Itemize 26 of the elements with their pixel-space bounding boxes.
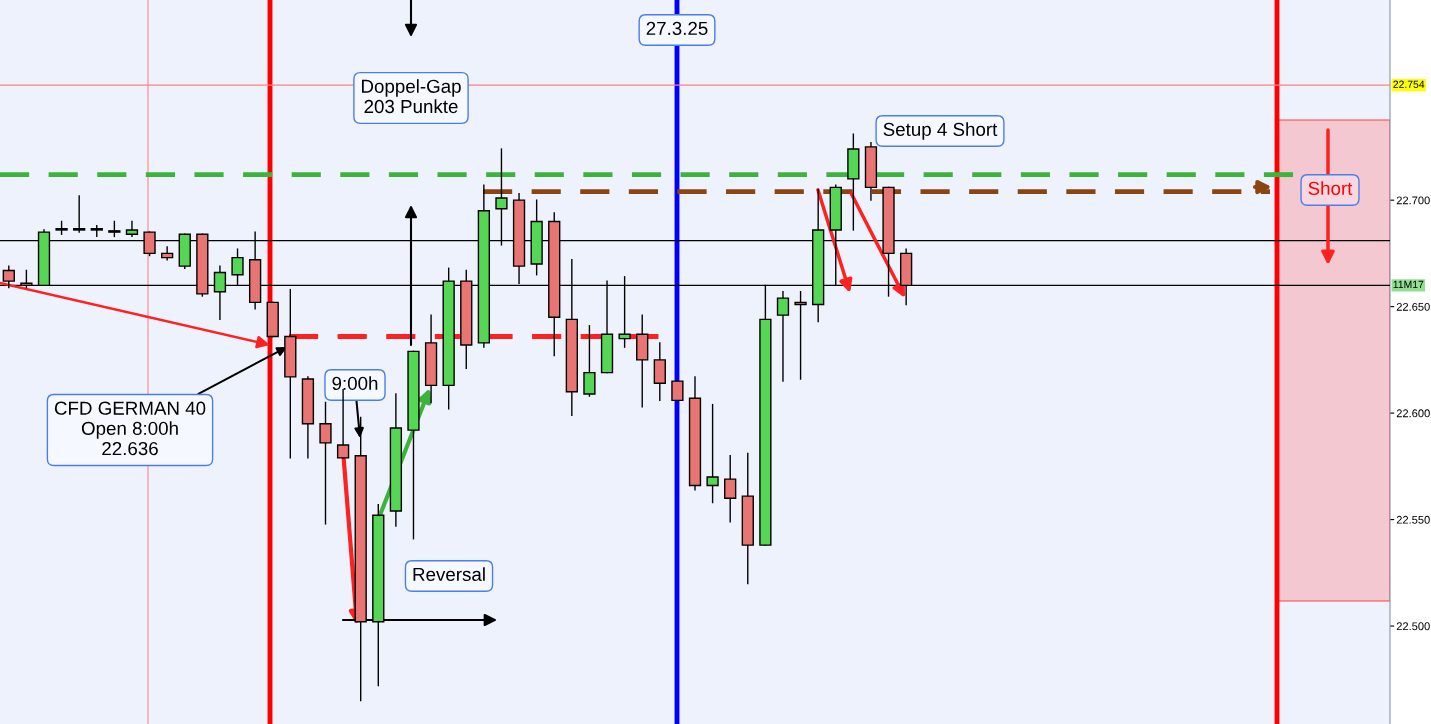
y-tick-label: 22.600 [1396,409,1430,418]
candlestick [336,388,350,459]
ref-line-label: 11M17 [1393,280,1424,289]
annotation: CFD GERMAN 40 Open 8:00h 22.636 [54,401,206,456]
candlestick [776,291,790,382]
candlestick [319,401,332,525]
annotation: Reversal [413,567,485,582]
y-tick-label: 22.650 [1396,302,1430,311]
annotation: 9:00h [332,376,378,391]
candlestick [125,220,139,238]
candlestick [794,291,807,380]
ref-line-label: 22.754 [1393,80,1425,88]
candlestick [706,403,719,504]
y-tick-label: 22.500 [1396,622,1430,631]
y-tick-label: 22.700 [1396,196,1430,205]
candlestick [73,195,86,233]
annotation: 27.3.25 [646,21,708,36]
candlestick [724,454,737,523]
candlestick [653,342,666,402]
y-tick-label: 22.550 [1396,515,1430,524]
candlestick [583,325,596,397]
candlestick [671,380,684,402]
annotation: Setup 4 Short [883,122,998,140]
annotation: Short [1308,181,1353,196]
candlestick [2,265,15,289]
annotation: Doppel-Gap 203 Punkte [361,79,461,114]
